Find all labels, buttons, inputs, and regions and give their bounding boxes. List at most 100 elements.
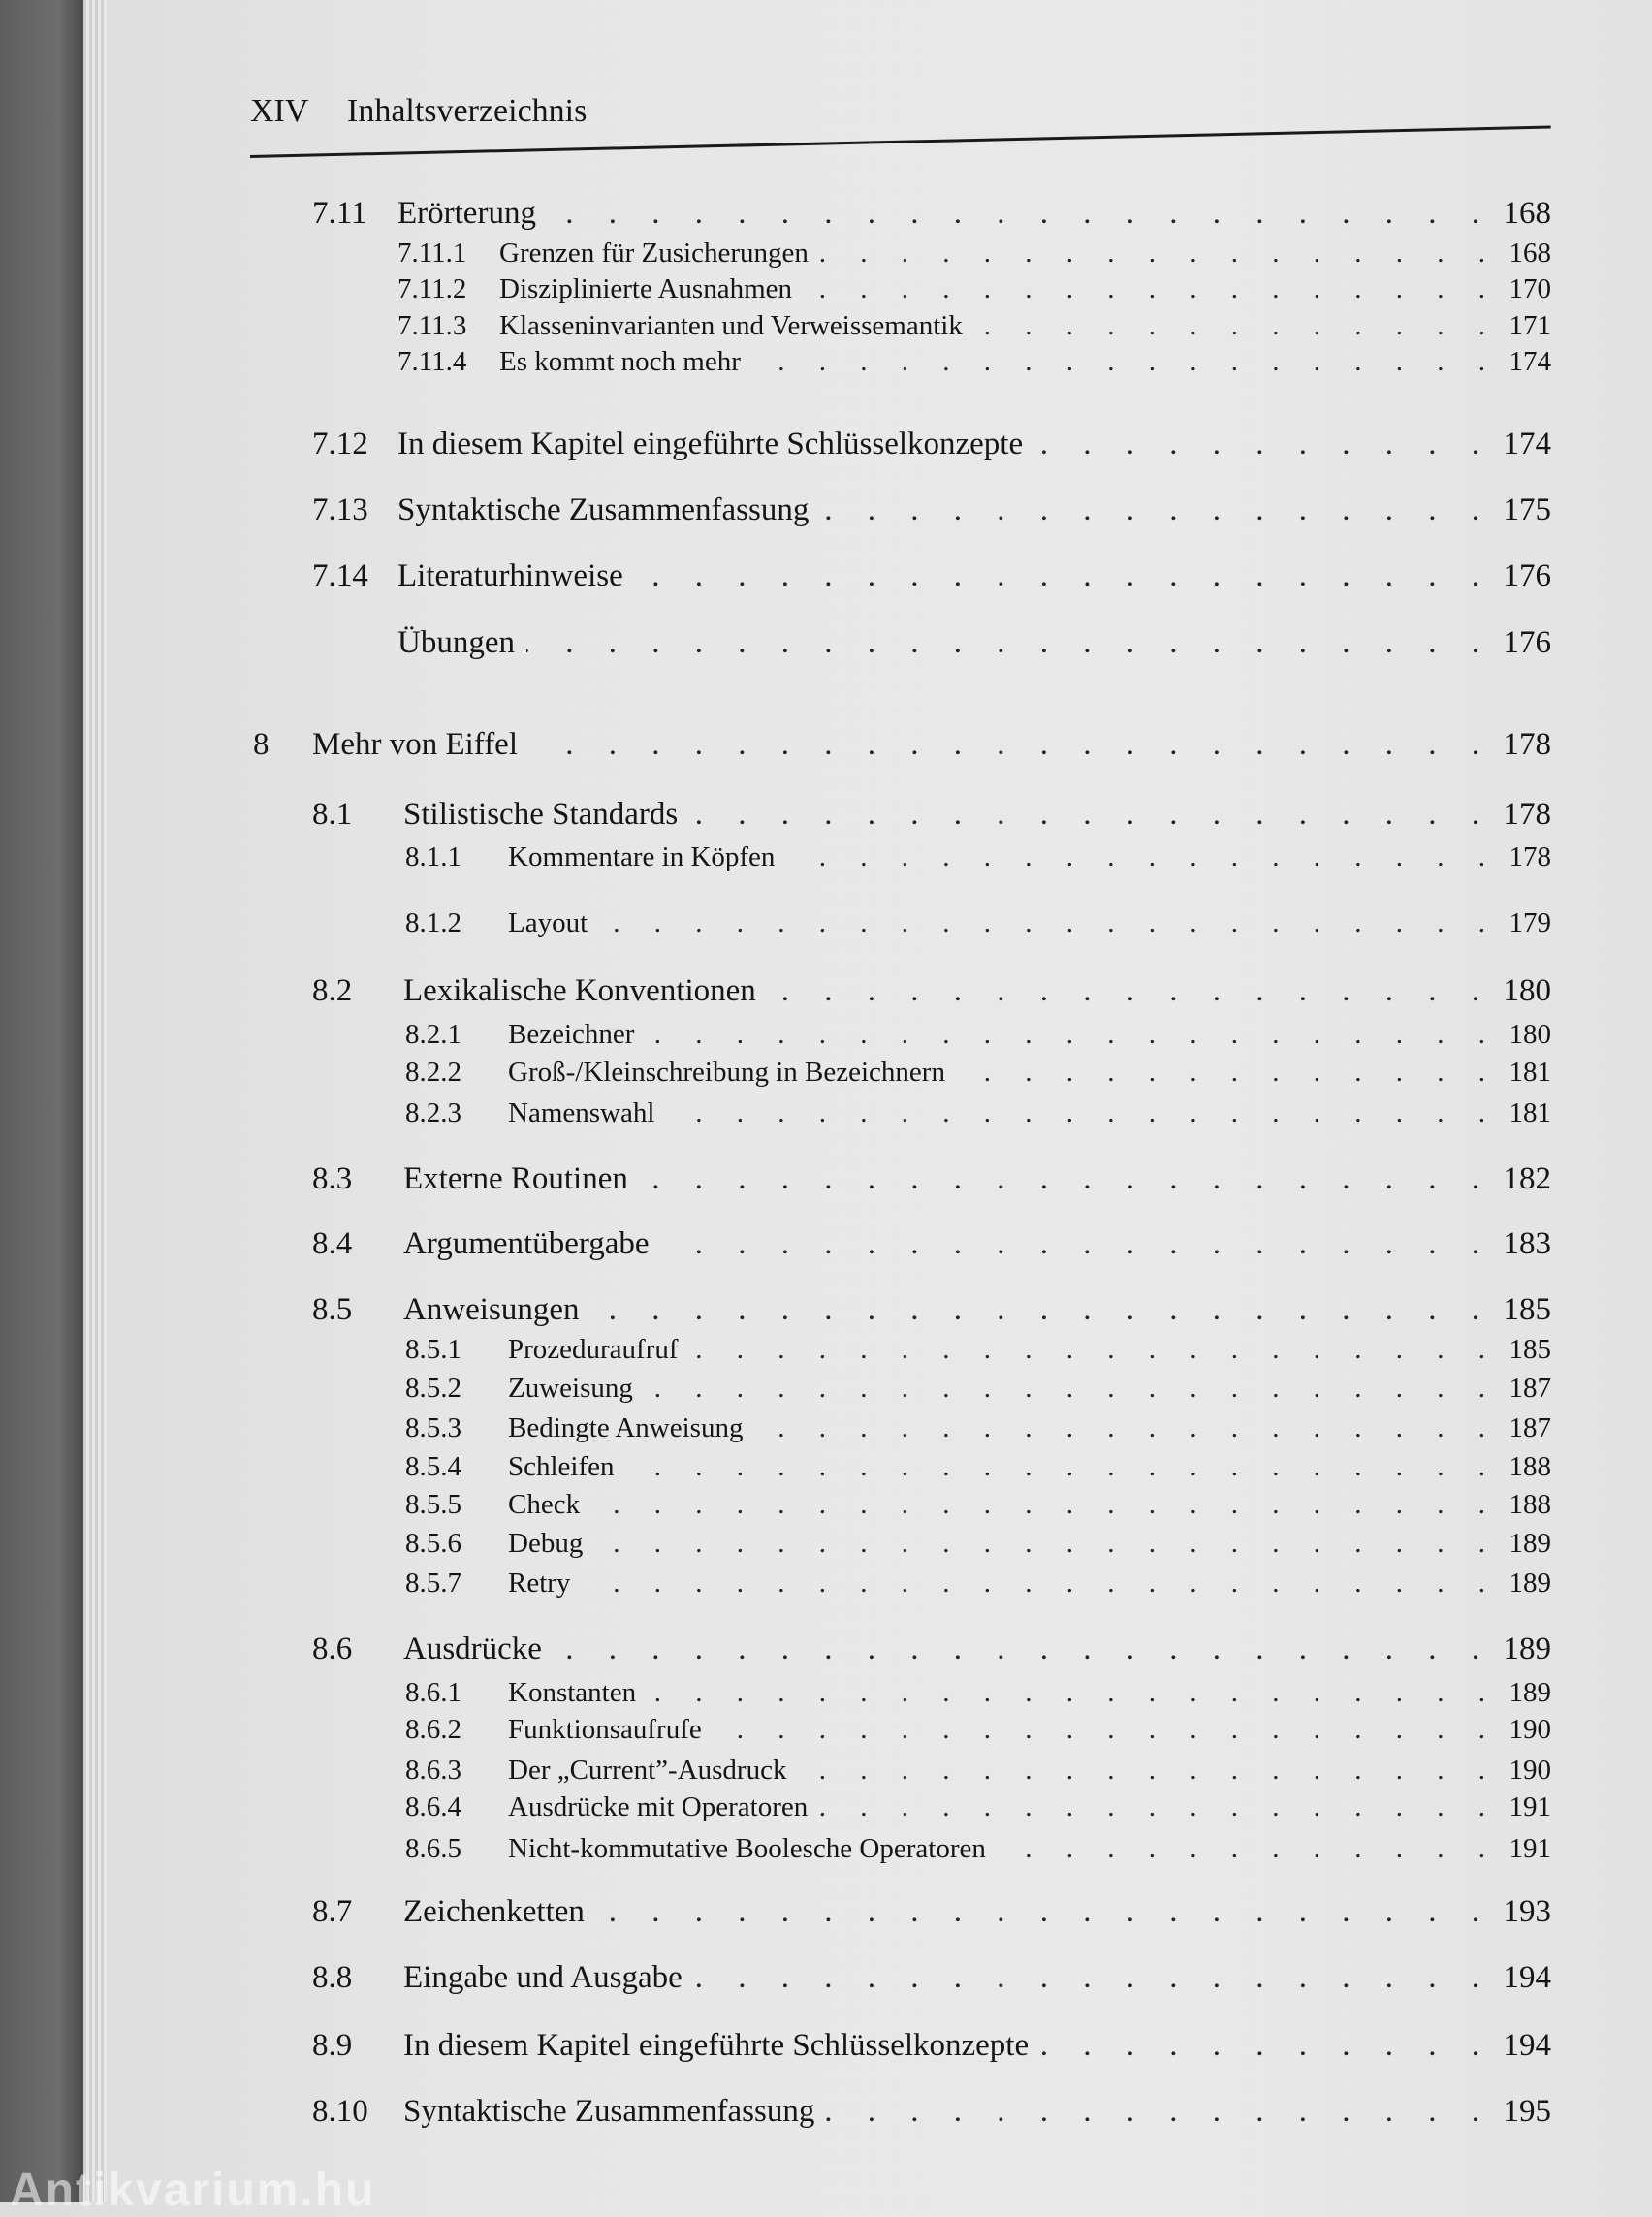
toc-entry: 8.2.1 . . . . . . . . . . . . . . . . . .… (0, 1019, 1551, 1058)
toc-entry: 8.1 . . . . . . . . . . . . . . . . . . .… (0, 797, 1551, 836)
toc-entry: 7.11 . . . . . . . . . . . . . . . . . . … (0, 196, 1551, 235)
entry-title: Check (508, 1489, 581, 1520)
entry-title: Konstanten (508, 1677, 637, 1708)
entry-title: Grenzen für Zusicherungen (499, 238, 809, 269)
entry-page-number: 185 (1503, 1292, 1552, 1327)
entry-number: 8.3 (312, 1161, 353, 1196)
dot-leader: . . . . . . . . . . . . . . . . . . . . … (820, 238, 1499, 269)
entry-title: Syntaktische Zusammenfassung (397, 492, 810, 527)
dot-leader: . . . . . . . . . . . . . . . . . . . . … (554, 1631, 1493, 1666)
entry-page-number: 181 (1509, 1057, 1552, 1088)
entry-number: 8.2 (312, 973, 353, 1008)
entry-page-number: 181 (1509, 1097, 1552, 1128)
entry-title: Prozeduraufruf (508, 1334, 679, 1365)
entry-page-number: 174 (1509, 346, 1552, 377)
dot-leader: . . . . . . . . . . . . . . . . . . . . … (590, 1292, 1493, 1327)
dot-leader: . . . . . . . . . . . . . . . . . . . . … (752, 346, 1499, 377)
entry-number: 8.6.1 (405, 1677, 461, 1708)
entry-number: 8.6 (312, 1631, 353, 1666)
entry-number: 8.4 (312, 1226, 353, 1261)
toc-entry: 8.5.5 . . . . . . . . . . . . . . . . . .… (0, 1489, 1551, 1528)
dot-leader: . . . . . . . . . . . . . . . . . . . . … (820, 492, 1493, 527)
dot-leader: . . . . . . . . . . . . . . . . . . . . … (804, 273, 1499, 304)
toc-entry: 8.6.3 . . . . . . . . . . . . . . . . . .… (0, 1755, 1551, 1793)
entry-page-number: 185 (1509, 1334, 1552, 1365)
entry-title: Argumentübergabe (403, 1226, 650, 1261)
dot-leader: . . . . . . . . . . . . . . . . . . . . … (548, 196, 1493, 231)
toc-entry: 8.2.3 . . . . . . . . . . . . . . . . . .… (0, 1097, 1551, 1136)
dot-leader: . . . . . . . . . . . . . . . . . . . . … (635, 558, 1493, 593)
dot-leader: . . . . . . . . . . . . . . . . . . . . … (529, 727, 1493, 762)
toc-entry: 8.5.3 . . . . . . . . . . . . . . . . . .… (0, 1412, 1551, 1451)
entry-title: Klasseninvarianten und Verweissemantik (499, 310, 963, 341)
entry-number: 7.11.4 (397, 346, 467, 377)
toc-entry: 8.9 . . . . . . . . . . . . . . . . . . .… (0, 2028, 1551, 2067)
page-edges (83, 0, 107, 2202)
toc-entry: 7.11.1 . . . . . . . . . . . . . . . . . … (0, 238, 1551, 276)
entry-page-number: 180 (1509, 1019, 1552, 1050)
toc-entry: 8 . . . . . . . . . . . . . . . . . . . .… (0, 727, 1551, 766)
toc-entry: 8.4 . . . . . . . . . . . . . . . . . . .… (0, 1226, 1551, 1265)
entry-page-number: 190 (1509, 1714, 1552, 1745)
toc-entry: 8.1.1 . . . . . . . . . . . . . . . . . .… (0, 841, 1551, 880)
toc-entry: 7.11.4 . . . . . . . . . . . . . . . . . … (0, 346, 1551, 385)
entry-title: Externe Routinen (403, 1161, 628, 1196)
entry-title: Erörterung (397, 196, 536, 231)
dot-leader: . . . . . . . . . . . . . . . . . . . . … (690, 1334, 1499, 1365)
entry-page-number: 187 (1509, 1412, 1552, 1443)
entry-title: Ausdrücke mit Operatoren (508, 1791, 809, 1822)
entry-number: 7.11.1 (397, 238, 467, 269)
dot-leader: . . . . . . . . . . . . . . . . . . . . … (1040, 2028, 1493, 2063)
entry-page-number: 183 (1503, 1226, 1552, 1261)
entry-title: Stilistische Standards (403, 797, 679, 832)
entry-number: 8.2.2 (405, 1057, 461, 1088)
toc-entry: 8.6.5 . . . . . . . . . . . . . . . . . .… (0, 1833, 1551, 1872)
toc-entry: 7.12 . . . . . . . . . . . . . . . . . . … (0, 427, 1551, 465)
entry-page-number: 178 (1503, 797, 1552, 832)
entry-number: 8.6.5 (405, 1833, 461, 1864)
entry-number: 8.8 (312, 1960, 353, 1995)
entry-number: 7.14 (312, 558, 368, 593)
toc-entry: 7.11.3 . . . . . . . . . . . . . . . . . … (0, 310, 1551, 349)
entry-number: 8.5.2 (405, 1373, 461, 1404)
entry-title: Kommentare in Köpfen (508, 841, 776, 872)
entry-page-number: 176 (1503, 558, 1552, 593)
entry-number: 8.5 (312, 1292, 353, 1327)
entry-number: 8.5.7 (405, 1568, 461, 1599)
entry-title: Bezeichner (508, 1019, 635, 1050)
dot-leader: . . . . . . . . . . . . . . . . . . . . … (714, 1714, 1499, 1745)
entry-number: 8.1 (312, 797, 353, 832)
entry-title: Disziplinierte Ausnahmen (499, 273, 793, 304)
toc-entry: 8.6.4 . . . . . . . . . . . . . . . . . .… (0, 1791, 1551, 1830)
dot-leader: . . . . . . . . . . . . . . . . . . . . … (582, 1568, 1499, 1599)
dot-leader: . . . . . . . . . . . . . . . . . . . . … (645, 1373, 1499, 1404)
entry-page-number: 195 (1503, 2094, 1552, 2129)
toc-entry: 8.5.6 . . . . . . . . . . . . . . . . . .… (0, 1528, 1551, 1567)
entry-number: 7.12 (312, 427, 368, 461)
entry-number: 8.5.4 (405, 1451, 461, 1482)
entry-number: 8.6.2 (405, 1714, 461, 1745)
toc-entry: 8.7 . . . . . . . . . . . . . . . . . . .… (0, 1894, 1551, 1933)
entry-number: 8.2.3 (405, 1097, 461, 1128)
entry-title: Bedingte Anweisung (508, 1412, 744, 1443)
header-title: Inhaltsverzeichnis (347, 93, 588, 129)
entry-page-number: 170 (1509, 273, 1552, 304)
entry-number: 7.11.2 (397, 273, 467, 304)
dot-leader: . . . . . . . . . . . . . . . . . . . . … (626, 1451, 1499, 1482)
entry-title: Ausdrücke (403, 1631, 542, 1666)
entry-number: 8.5.5 (405, 1489, 461, 1520)
dot-leader: . . . . . . . . . . . . . . . . . . . . … (798, 1755, 1499, 1786)
entry-page-number: 180 (1503, 973, 1552, 1008)
entry-number: 8.2.1 (405, 1019, 461, 1050)
entry-title: Retry (508, 1568, 571, 1599)
entry-title: Debug (508, 1528, 584, 1559)
entry-title: Syntaktische Zusammenfassung (403, 2094, 815, 2129)
dot-leader: . . . . . . . . . . . . . . . . . . . . … (689, 797, 1493, 832)
entry-title: Eingabe und Ausgabe (403, 1960, 683, 1995)
entry-title: Schleifen (508, 1451, 615, 1482)
toc-entry: 8.2 . . . . . . . . . . . . . . . . . . .… (0, 973, 1551, 1012)
dot-leader: . . . . . . . . . . . . . . . . . . . . … (596, 1894, 1493, 1929)
entry-number: 8.10 (312, 2094, 368, 2129)
entry-page-number: 176 (1503, 625, 1552, 660)
dot-leader: . . . . . . . . . . . . . . . . . . . . … (591, 1489, 1499, 1520)
